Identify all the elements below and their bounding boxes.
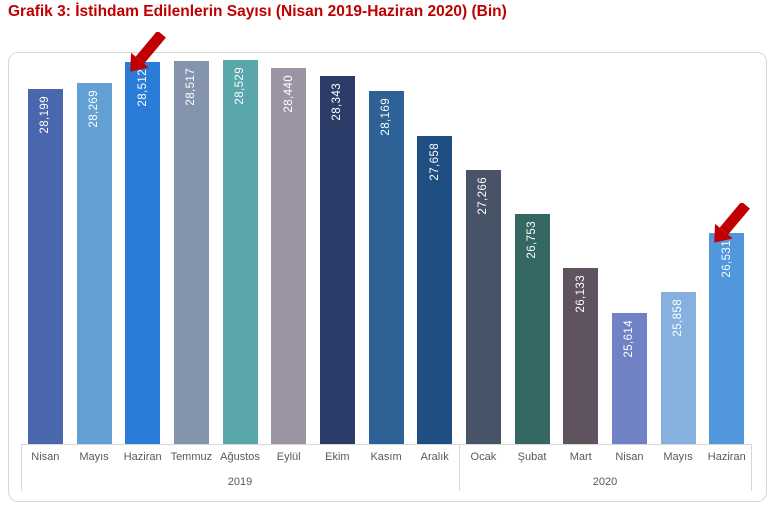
bar-value-label: 28,517 <box>185 68 198 106</box>
bar-slot: 26,133 <box>556 53 605 444</box>
x-axis-label: Aralık <box>420 451 449 463</box>
annotation-arrow-icon <box>713 203 750 243</box>
bar-value-label: 26,133 <box>574 274 587 313</box>
x-axis-label: Haziran <box>123 451 162 463</box>
bar-mayıs: 25,858 <box>660 291 696 444</box>
bar-value-label: 26,753 <box>526 221 539 259</box>
bar-ağustos: 28,529 <box>222 60 258 444</box>
bar-slot: 28,169 <box>362 53 411 444</box>
chart-plot-frame: 28,199 28,269 28,512 28,517 28,529 28,440 28,3… <box>8 52 767 502</box>
bar-value-label: 28,529 <box>234 67 247 105</box>
bar-slot: 28,199 <box>21 53 70 444</box>
bar-haziran: 28,512 <box>125 61 161 444</box>
x-axis-label: Ekim <box>325 451 350 463</box>
bar-haziran: 26,531 <box>709 233 745 444</box>
bar-kasım: 28,169 <box>368 91 404 444</box>
x-axis-label: Nisan <box>31 451 60 463</box>
x-axis-label: Mayıs <box>663 451 693 463</box>
bar-value-label: 27,658 <box>428 142 441 181</box>
page-title: Grafik 3: İstihdam Edilenlerin Sayısı (N… <box>8 3 507 20</box>
bar-slot: 28,517 <box>167 53 216 444</box>
bar-slot: 25,614 <box>605 53 654 444</box>
bar-value-label: 28,169 <box>380 98 393 136</box>
year-group-label: 2020 <box>592 476 618 488</box>
bar-value-label: 28,269 <box>88 89 100 128</box>
bar-slot: 28,269 <box>70 53 119 444</box>
bar-value-label: 25,614 <box>623 319 636 358</box>
bar-value-label: 25,858 <box>672 298 685 337</box>
year-group-label: 2019 <box>227 476 253 488</box>
bar-slot: 28,512 <box>118 53 167 444</box>
bar-slot: 28,343 <box>313 53 362 444</box>
x-axis-label: Kasım <box>370 451 402 463</box>
bar-value-label: 28,343 <box>331 83 344 121</box>
x-axis-label: Mart <box>569 451 592 463</box>
bar-value-label: 28,199 <box>39 95 52 134</box>
axis-group-divider <box>751 444 752 491</box>
x-axis-label: Ağustos <box>220 451 260 463</box>
bar-value-label: 28,440 <box>282 74 295 113</box>
bar-şubat: 26,753 <box>514 214 550 444</box>
bar-nisan: 25,614 <box>611 312 647 444</box>
bar-ekim: 28,343 <box>319 76 355 444</box>
bar-mart: 26,133 <box>563 267 599 444</box>
x-axis-month-labels: Nisan Mayıs Haziran Temmuz Ağustos Eylül Ekim K… <box>21 444 751 471</box>
x-axis-label: Haziran <box>707 451 746 463</box>
bar-slot: 27,658 <box>410 53 459 444</box>
x-axis-label: Ocak <box>470 451 497 463</box>
x-axis-label: Temmuz <box>170 451 213 463</box>
axis-group-divider <box>21 444 22 491</box>
bar-slot: 27,266 <box>459 53 508 444</box>
bar-ocak: 27,266 <box>465 169 501 444</box>
bar-slot: 28,440 <box>264 53 313 444</box>
x-axis-label: Eylül <box>276 451 301 463</box>
x-axis-label: Nisan <box>615 451 644 463</box>
bar-slot: 25,858 <box>654 53 703 444</box>
bar-mayıs: 28,269 <box>76 82 112 444</box>
bar-slot: 26,753 <box>508 53 557 444</box>
axis-group-divider <box>459 444 460 491</box>
x-axis-line <box>21 444 751 445</box>
bars-row: 28,199 28,269 28,512 28,517 28,529 28,440 28,3… <box>21 53 751 444</box>
bar-nisan: 28,199 <box>27 88 63 444</box>
bar-value-label: 27,266 <box>477 176 490 215</box>
bar-slot: 28,529 <box>216 53 265 444</box>
x-axis-label: Şubat <box>517 451 547 463</box>
bar-aralık: 27,658 <box>417 135 453 444</box>
bar-temmuz: 28,517 <box>173 61 209 444</box>
bar-slot: 26,531 <box>702 53 751 444</box>
x-axis-label: Mayıs <box>79 451 109 463</box>
annotation-arrow-icon <box>129 31 166 72</box>
bar-eylül: 28,440 <box>271 67 307 444</box>
